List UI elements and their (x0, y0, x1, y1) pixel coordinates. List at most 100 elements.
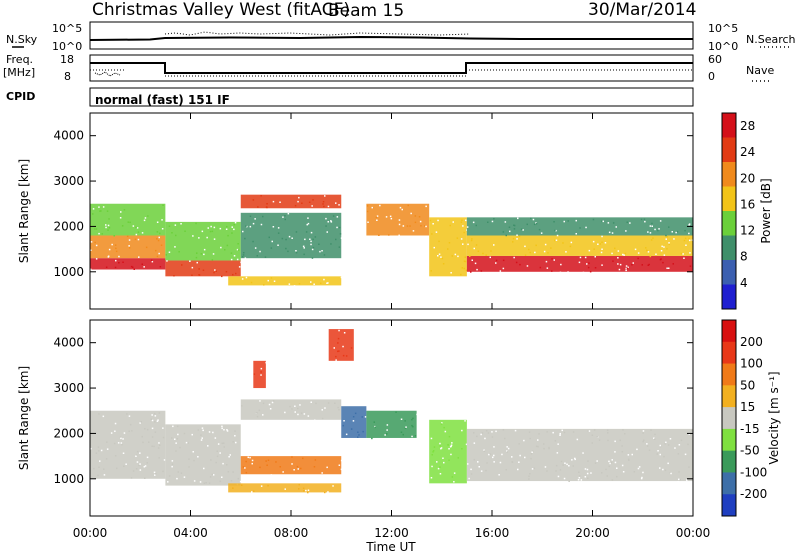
colorbar-segment (722, 428, 736, 452)
heatmap-speckle (658, 228, 660, 230)
heatmap-speckle (401, 208, 403, 211)
heatmap-speckle (605, 468, 607, 471)
heatmap-speckle (580, 479, 583, 481)
heatmap-speckle (180, 472, 183, 474)
heatmap-speckle (531, 468, 534, 470)
heatmap-speckle (596, 460, 598, 462)
heatmap-speckle (326, 466, 328, 469)
heatmap-speckle (398, 219, 401, 221)
heatmap-speckle (493, 244, 495, 246)
heatmap-speckle (234, 221, 237, 224)
heatmap-speckle (332, 215, 335, 217)
heatmap-speckle (153, 471, 156, 474)
heatmap-speckle (314, 236, 317, 238)
colorbar-tick-label: -15 (740, 422, 760, 436)
heatmap-speckle (302, 245, 305, 248)
heatmap-speckle (225, 271, 228, 273)
heatmap-speckle (404, 427, 407, 429)
heatmap-speckle (100, 449, 103, 452)
heatmap-speckle (201, 437, 203, 439)
heatmap-speckle (284, 218, 286, 221)
heatmap-speckle (159, 232, 161, 235)
heatmap-speckle (100, 210, 102, 212)
heatmap-speckle (578, 476, 581, 479)
heatmap-speckle (279, 466, 281, 468)
heatmap-speckle (184, 230, 186, 232)
heatmap-speckle (663, 455, 665, 458)
x-tick-label: 12:00 (374, 526, 409, 540)
heatmap-speckle (340, 459, 343, 462)
heatmap-speckle (617, 257, 619, 259)
heatmap-speckle (448, 448, 450, 450)
heatmap-speckle (579, 256, 582, 259)
heatmap-speckle (350, 428, 353, 430)
heatmap-speckle (173, 275, 175, 277)
heatmap-speckle (198, 268, 200, 270)
heatmap-speckle (211, 259, 214, 261)
heatmap-speckle (201, 230, 204, 233)
heatmap-speckle (471, 238, 473, 240)
heatmap-speckle (241, 278, 244, 280)
heatmap-speckle (157, 239, 160, 242)
heatmap-speckle (121, 225, 124, 227)
heatmap-speckle (659, 444, 661, 447)
heatmap-speckle (429, 219, 432, 222)
heatmap-speckle (157, 419, 159, 421)
heatmap-speckle (554, 440, 557, 442)
heatmap-speckle (298, 196, 300, 199)
heatmap-speckle (441, 422, 443, 424)
heatmap-speckle (307, 222, 310, 225)
heatmap-speckle (411, 424, 413, 427)
heatmap-speckle (631, 264, 633, 266)
heatmap-speckle (463, 260, 466, 262)
colorbar-segment (722, 320, 736, 343)
heatmap-speckle (516, 234, 518, 236)
heatmap-speckle (662, 261, 664, 264)
heatmap-speckle (135, 226, 137, 229)
heatmap-speckle (314, 419, 316, 421)
heatmap-speckle (327, 402, 330, 404)
heatmap-speckle (143, 466, 146, 468)
heatmap-speckle (325, 225, 327, 227)
heatmap-speckle (555, 470, 557, 472)
heatmap-speckle (688, 466, 690, 468)
heatmap-speckle (514, 429, 517, 432)
heatmap-speckle (461, 429, 463, 432)
heatmap-speckle (343, 420, 345, 422)
heatmap-speckle (689, 265, 692, 267)
heatmap-speckle (366, 205, 369, 207)
heatmap-speckle (530, 453, 533, 455)
heatmap-speckle (111, 243, 113, 246)
velocity-colorbar-label: Velocity [m s⁻¹] (767, 371, 781, 464)
heatmap-speckle (242, 230, 244, 233)
colorbar-tick-label: 28 (740, 119, 755, 133)
heatmap-speckle (601, 248, 603, 250)
heatmap-speckle (460, 221, 463, 223)
heatmap-speckle (361, 416, 363, 418)
heatmap-speckle (222, 462, 224, 465)
heatmap-speckle (624, 252, 627, 255)
heatmap-speckle (288, 283, 291, 285)
heatmap-speckle (678, 444, 681, 446)
heatmap-speckle (430, 270, 432, 272)
heatmap-speckle (528, 475, 530, 477)
heatmap-speckle (628, 459, 630, 461)
nsky-label: N.Sky (6, 33, 38, 46)
heatmap-speckle (544, 466, 547, 468)
heatmap-speckle (675, 231, 677, 234)
heatmap-speckle (587, 266, 590, 269)
heatmap-speckle (649, 225, 652, 227)
nsearch-tick-low: 10^0 (708, 40, 738, 53)
heatmap-speckle (302, 457, 304, 460)
heatmap-speckle (582, 271, 585, 274)
nsearch-trace (164, 31, 471, 36)
heatmap-speckle (230, 258, 233, 261)
heatmap-speckle (143, 266, 145, 268)
heatmap-speckle (98, 413, 100, 415)
heatmap-speckle (609, 462, 611, 465)
heatmap-speckle (439, 445, 441, 447)
heatmap-speckle (232, 471, 234, 473)
heatmap-speckle (95, 258, 98, 260)
heatmap-speckle (216, 455, 219, 458)
heatmap-speckle (666, 267, 668, 269)
